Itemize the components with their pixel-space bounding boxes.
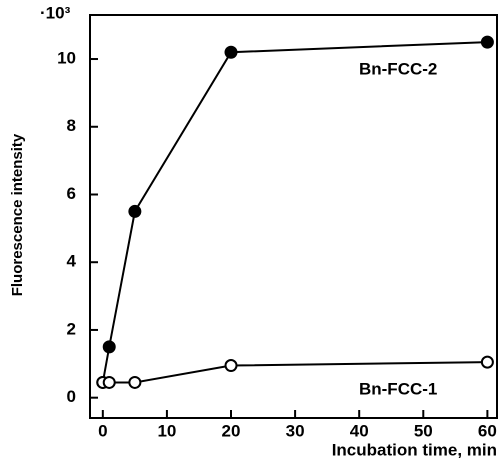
data-point [224, 359, 238, 373]
y-multiplier: ·10³ [40, 3, 71, 22]
data-point [480, 355, 494, 369]
x-axis-label: Incubation time, min [332, 440, 497, 459]
x-tick-label: 20 [222, 421, 241, 440]
series-label: Bn-FCC-1 [359, 380, 437, 399]
data-point [128, 204, 142, 218]
x-tick-label: 60 [478, 421, 497, 440]
y-axis-label: Fluorescence intensity [9, 133, 26, 296]
y-tick-label: 0 [67, 387, 76, 406]
x-tick-label: 50 [414, 421, 433, 440]
x-tick-label: 10 [157, 421, 176, 440]
y-tick-label: 2 [67, 319, 76, 338]
x-tick-label: 40 [350, 421, 369, 440]
data-point [102, 375, 116, 389]
data-point [480, 35, 494, 49]
x-tick-label: 0 [98, 421, 107, 440]
y-tick-label: 6 [67, 184, 76, 203]
x-tick-label: 30 [286, 421, 305, 440]
y-tick-label: 10 [57, 49, 76, 68]
data-point [102, 340, 116, 354]
y-tick-label: 4 [67, 252, 77, 271]
data-point [128, 375, 142, 389]
series-line [101, 41, 488, 383]
series-label: Bn-FCC-2 [359, 60, 437, 79]
data-point [224, 45, 238, 59]
plot-frame [89, 14, 498, 419]
y-tick-label: 8 [67, 116, 76, 135]
